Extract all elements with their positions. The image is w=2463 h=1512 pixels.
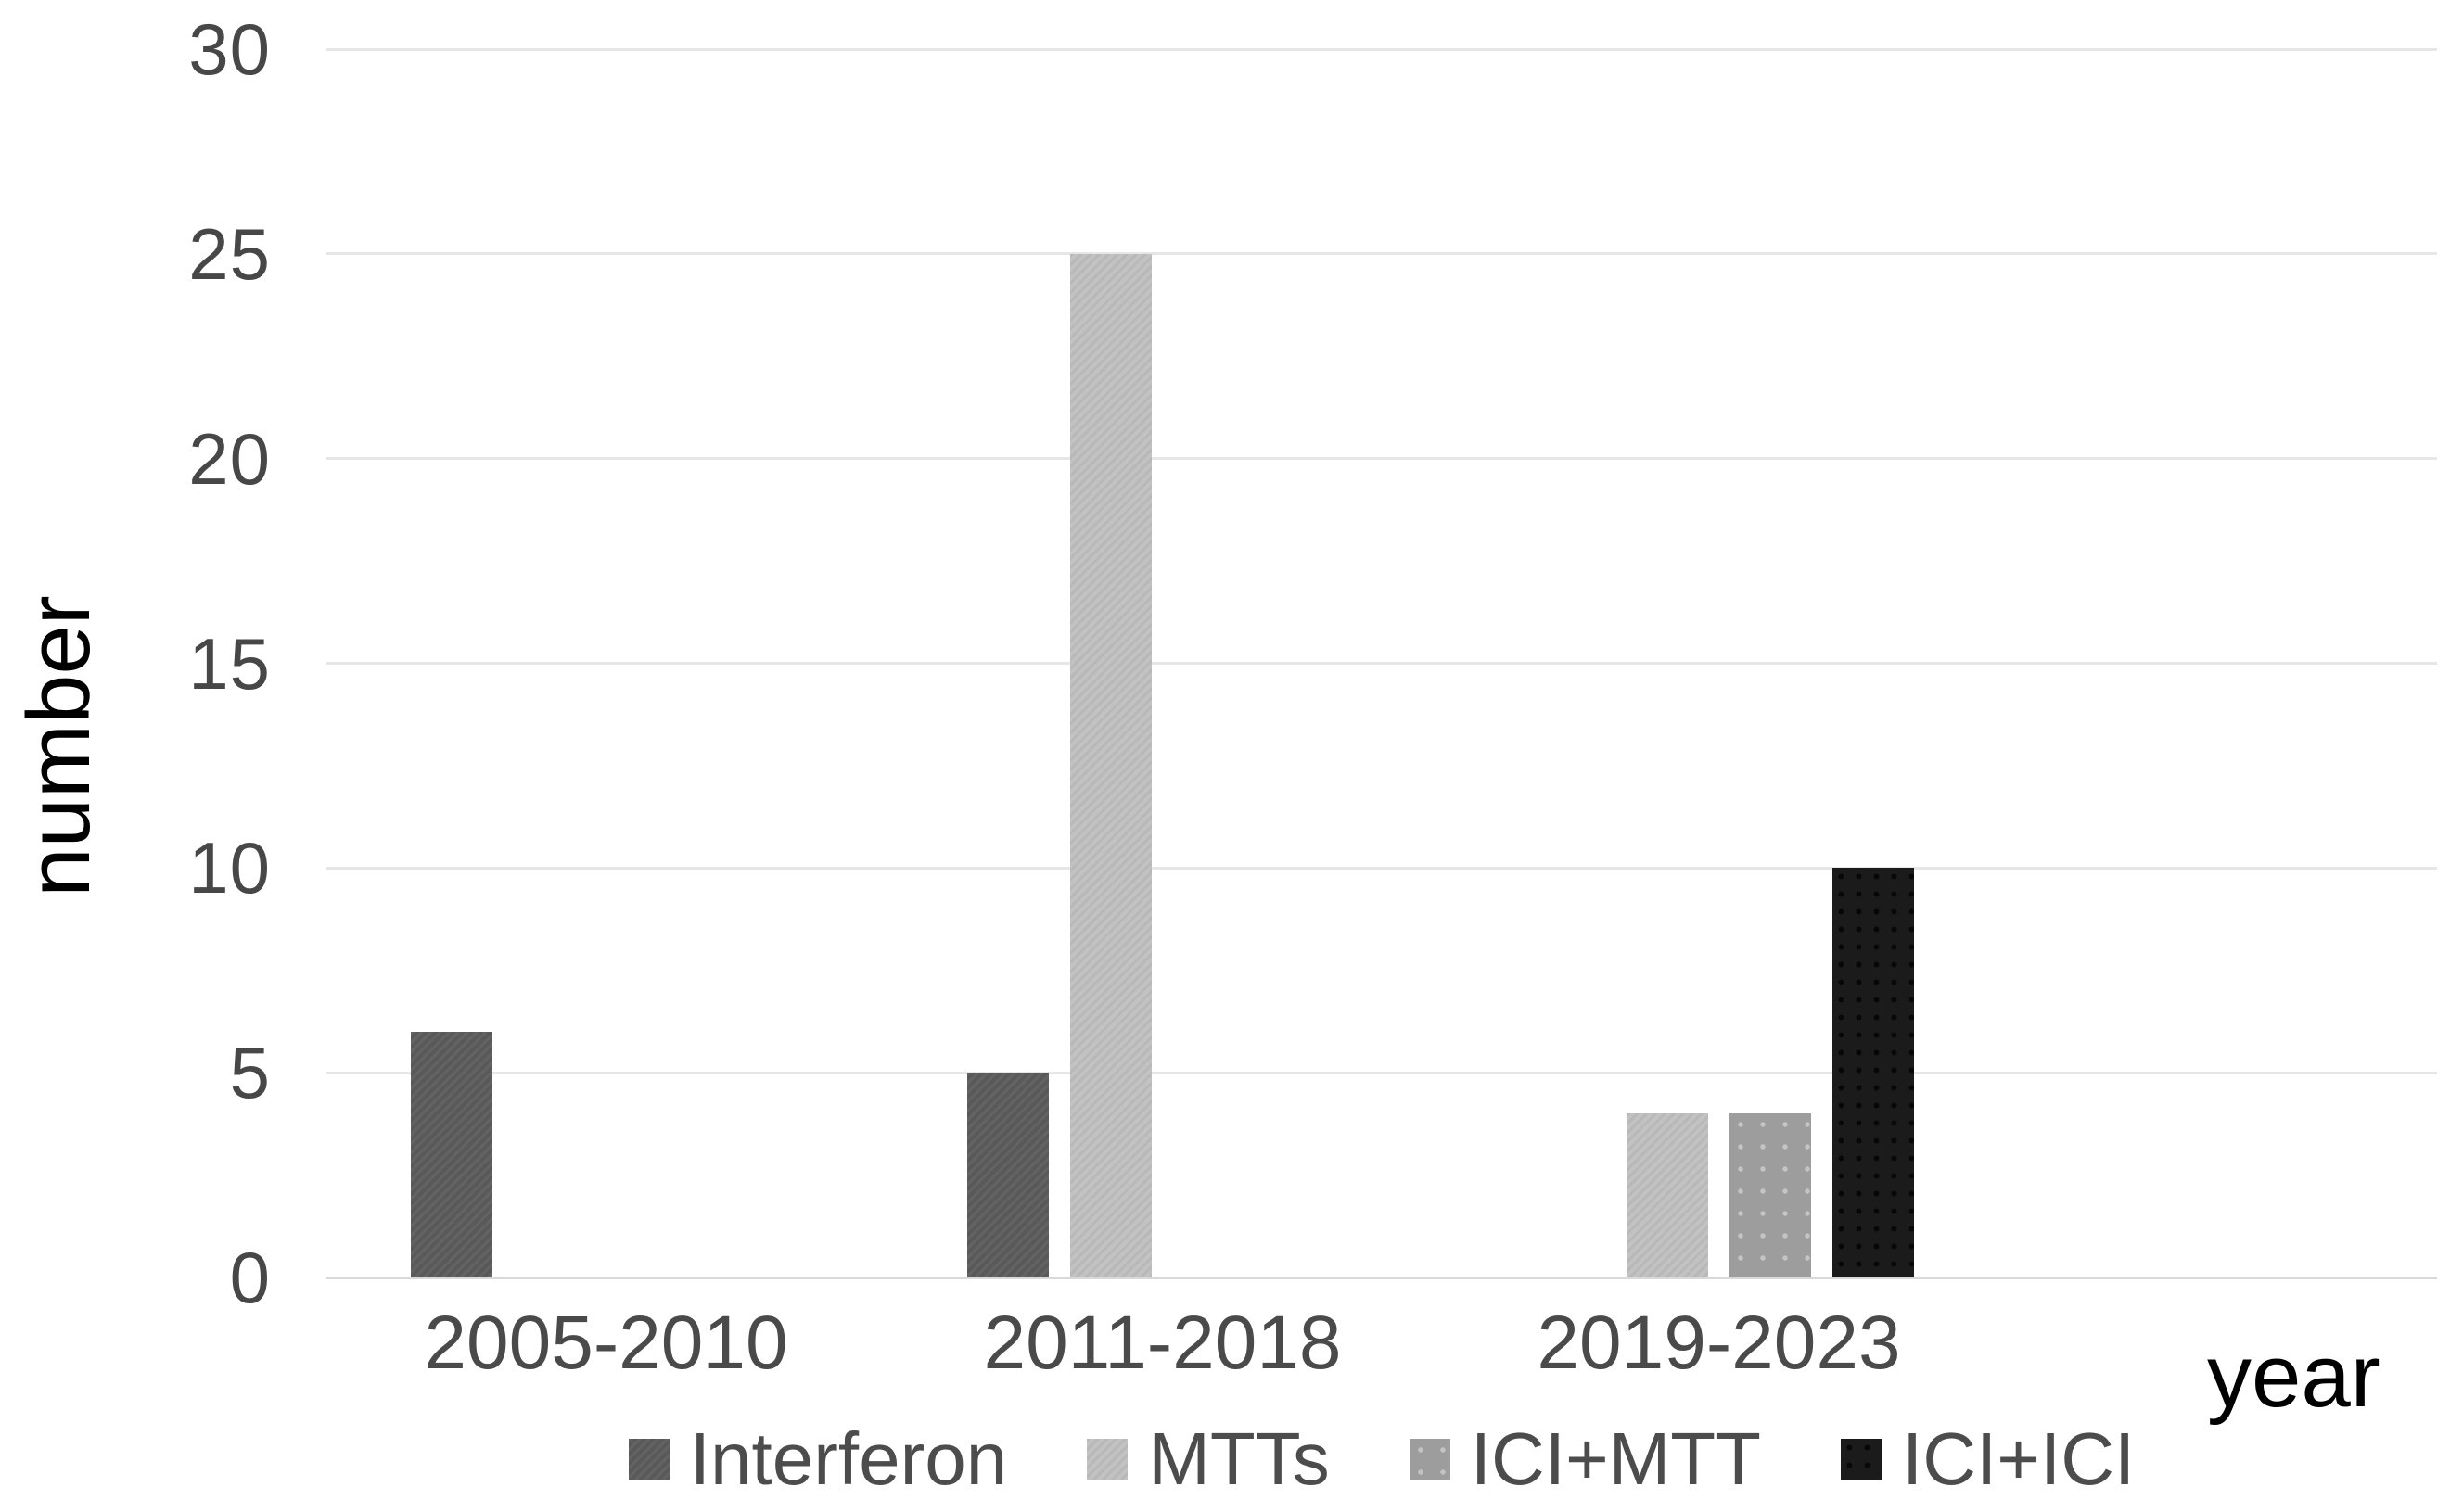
legend-label: Interferon bbox=[689, 1417, 1008, 1500]
legend-swatch-icon bbox=[1087, 1439, 1129, 1480]
legend-item-ici-mtt: ICI+MTT bbox=[1409, 1417, 1762, 1502]
y-tick-label-0: 0 bbox=[229, 1237, 271, 1318]
legend-label: ICI+MTT bbox=[1470, 1417, 1762, 1500]
y-tick-label-30: 30 bbox=[188, 8, 271, 90]
y-tick-label-15: 15 bbox=[188, 622, 271, 705]
legend-swatch-icon bbox=[1409, 1439, 1450, 1480]
gridline-15 bbox=[326, 662, 2437, 665]
x-tick-label-2011-2018: 2011-2018 bbox=[983, 1301, 1342, 1385]
y-axis-title: number bbox=[9, 595, 108, 897]
bar-mtts-2019-2023 bbox=[1627, 1113, 1708, 1277]
legend-item-mtts: MTTs bbox=[1087, 1417, 1330, 1502]
legend-label: ICI+ICI bbox=[1902, 1417, 2136, 1500]
legend-label: MTTs bbox=[1148, 1417, 1330, 1500]
bar-interferon-2011-2018 bbox=[967, 1073, 1049, 1277]
y-tick-label-5: 5 bbox=[229, 1032, 271, 1114]
gridline-5 bbox=[326, 1071, 2437, 1074]
legend-item-interferon: Interferon bbox=[628, 1417, 1008, 1502]
chart-legend: Interferon MTTs ICI+MTT ICI+ICI bbox=[326, 1417, 2437, 1502]
gridline-30 bbox=[326, 47, 2437, 51]
y-tick-label-10: 10 bbox=[188, 827, 271, 909]
legend-item-ici-ici: ICI+ICI bbox=[1841, 1417, 2135, 1502]
x-tick-label-2019-2023: 2019-2023 bbox=[1537, 1301, 1901, 1385]
legend-swatch-icon bbox=[1841, 1439, 1882, 1480]
gridline-0 bbox=[326, 1276, 2437, 1279]
gridline-25 bbox=[326, 252, 2437, 256]
x-tick-label-2005-2010: 2005-2010 bbox=[424, 1301, 788, 1385]
gridline-10 bbox=[326, 866, 2437, 870]
bar-mtts-2011-2018 bbox=[1070, 254, 1152, 1277]
x-axis-title: year bbox=[2207, 1327, 2380, 1426]
bar-ici-mtt-2019-2023 bbox=[1729, 1113, 1811, 1277]
y-tick-label-20: 20 bbox=[188, 417, 271, 500]
legend-swatch-icon bbox=[628, 1439, 670, 1480]
y-tick-label-25: 25 bbox=[188, 212, 271, 295]
bar-interferon-2005-2010 bbox=[411, 1032, 492, 1277]
gridline-20 bbox=[326, 457, 2437, 461]
bar-ici-ici-2019-2023 bbox=[1832, 868, 1914, 1277]
